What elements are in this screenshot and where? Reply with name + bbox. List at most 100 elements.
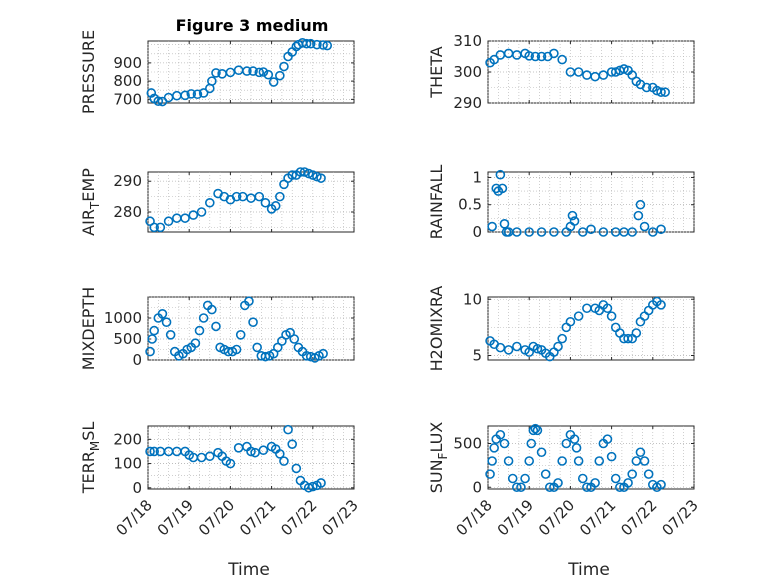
y-axis-label: SUNFLUX <box>427 422 450 494</box>
data-point <box>495 429 506 440</box>
data-point <box>196 207 207 217</box>
data-point <box>211 68 221 78</box>
y-axis-label: TERRMSL <box>79 422 102 495</box>
figure-title: Figure 3 medium <box>176 16 329 35</box>
data-point <box>536 51 547 62</box>
x-tick-label: 07/22 <box>277 496 320 539</box>
y-tick-label: 290 <box>453 94 482 112</box>
y-tick-label: 900 <box>113 54 142 72</box>
data-point <box>577 227 588 237</box>
subplot-mixdepth: 0 500 1000 MIXDEPTH <box>79 287 355 370</box>
y-axis-label: MIXDEPTH <box>79 287 98 370</box>
data-point <box>635 199 646 210</box>
data-point <box>536 447 547 458</box>
data-point <box>557 54 567 65</box>
data-point <box>194 325 205 336</box>
data-point <box>602 303 613 314</box>
data-point <box>544 482 555 493</box>
data-point <box>231 344 242 355</box>
data-point <box>594 456 605 466</box>
x-tick-label: 07/23 <box>319 496 362 539</box>
subplot-rainfall: 0 0.5 1 RAINFALL <box>427 165 695 241</box>
x-tick-label: 07/18 <box>113 496 156 539</box>
data-point <box>190 338 201 349</box>
data-point <box>530 51 541 62</box>
data-point <box>275 70 285 81</box>
y-tick-label: 280 <box>113 203 142 221</box>
data-point <box>287 439 298 449</box>
data-point <box>512 482 522 493</box>
y-tick-label: 700 <box>113 90 142 108</box>
data-point <box>157 308 168 319</box>
data-point <box>316 173 326 183</box>
data-point <box>207 76 217 86</box>
y-axis-label: PRESSURE <box>79 30 98 114</box>
data-point <box>606 311 617 321</box>
data-point <box>489 54 499 65</box>
data-point <box>289 334 300 344</box>
data-point <box>246 446 256 457</box>
axes-frame <box>487 425 695 490</box>
data-point <box>495 169 506 180</box>
data-point <box>254 67 265 78</box>
data-point <box>660 87 670 97</box>
data-point <box>635 447 646 458</box>
x-tick-label: 07/20 <box>535 496 578 539</box>
data-point <box>485 469 495 479</box>
data-point <box>553 341 563 352</box>
data-point <box>512 341 522 352</box>
y-tick-label: 800 <box>113 72 142 90</box>
x-tick-label: 07/23 <box>659 496 702 539</box>
data-point <box>643 469 654 479</box>
x-tick-label: 07/21 <box>576 496 619 539</box>
data-point <box>263 69 274 80</box>
y-tick-label: 10 <box>463 290 482 308</box>
x-axis-label: Time <box>567 560 610 580</box>
data-point <box>590 478 600 488</box>
data-point <box>161 317 172 328</box>
subplot-theta: 290 300 310 THETA <box>427 32 695 112</box>
y-tick-label: 310 <box>453 32 482 50</box>
y-tick-label: 100 <box>113 455 142 473</box>
data-point <box>571 443 582 453</box>
data-point <box>312 39 322 50</box>
data-point <box>145 346 155 357</box>
data-point <box>615 482 625 493</box>
data-point <box>586 224 596 235</box>
data-point <box>258 445 269 456</box>
data-point <box>231 191 242 202</box>
y-tick-label: 500 <box>113 330 142 348</box>
data-point <box>205 197 215 208</box>
data-point <box>291 463 302 474</box>
y-axis-label: AIRTEMP <box>79 168 102 236</box>
data-point <box>656 300 666 310</box>
data-point <box>149 446 159 457</box>
data-point <box>577 473 588 484</box>
y-tick-label: 300 <box>453 63 482 81</box>
data-point <box>225 458 236 469</box>
x-tick-label: 07/20 <box>195 496 238 539</box>
data-point <box>301 38 312 49</box>
y-tick-label: 200 <box>113 430 142 448</box>
data-point <box>512 227 522 237</box>
data-point <box>180 213 190 223</box>
data-point <box>186 89 197 99</box>
data-point <box>598 70 609 80</box>
data-point <box>656 87 666 97</box>
data-point <box>656 479 666 490</box>
data-point <box>316 478 326 488</box>
data-point <box>567 210 578 221</box>
data-point <box>207 304 217 315</box>
data-point <box>275 191 285 202</box>
data-point <box>536 227 547 237</box>
data-point <box>641 82 652 93</box>
data-point <box>627 469 638 479</box>
data-point <box>557 333 567 344</box>
y-tick-label: 0 <box>132 351 142 369</box>
data-point <box>526 438 537 449</box>
data-point <box>205 451 215 462</box>
data-point <box>507 473 518 484</box>
